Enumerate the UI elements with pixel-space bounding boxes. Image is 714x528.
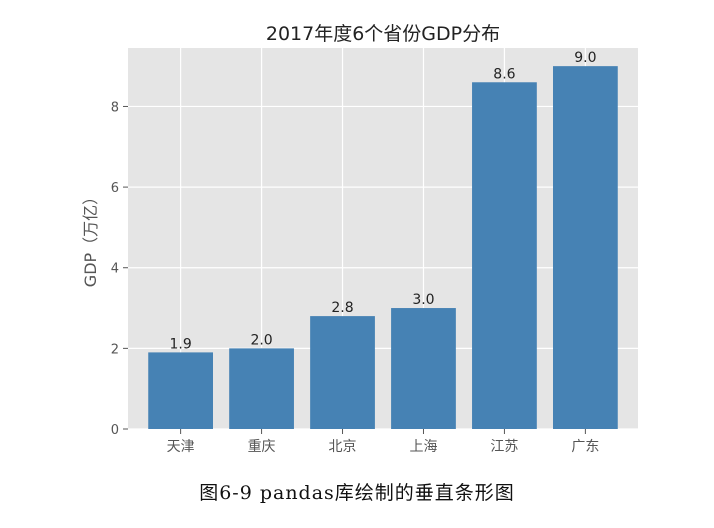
data-label: 8.6 bbox=[493, 66, 515, 82]
y-tick-label: 2 bbox=[111, 342, 119, 357]
bar-上海 bbox=[391, 308, 456, 429]
data-label: 1.9 bbox=[169, 336, 191, 352]
y-axis-ticks: 0 2 4 6 8 bbox=[111, 100, 128, 438]
y-tick-label: 4 bbox=[111, 262, 119, 277]
data-labels: 1.9 2.0 2.8 3.0 8.6 9.0 bbox=[169, 50, 596, 352]
data-label: 2.0 bbox=[250, 332, 272, 348]
x-tick-label: 江苏 bbox=[490, 439, 518, 455]
x-tick-label: 北京 bbox=[329, 439, 357, 455]
bar-广东 bbox=[553, 66, 618, 430]
bar-重庆 bbox=[229, 348, 294, 429]
y-tick-label: 0 bbox=[111, 423, 119, 438]
bar-北京 bbox=[310, 316, 375, 429]
bar-天津 bbox=[148, 352, 213, 429]
x-axis-ticks: 天津 重庆 北京 上海 江苏 广东 bbox=[167, 429, 599, 455]
x-tick-label: 上海 bbox=[409, 439, 437, 455]
x-tick-label: 广东 bbox=[571, 439, 599, 455]
y-tick-label: 6 bbox=[111, 181, 119, 196]
bar-江苏 bbox=[472, 82, 537, 430]
y-tick-label: 8 bbox=[111, 100, 119, 115]
data-label: 3.0 bbox=[412, 292, 434, 308]
bars bbox=[148, 66, 618, 430]
data-label: 9.0 bbox=[574, 50, 596, 66]
data-label: 2.8 bbox=[331, 300, 353, 316]
x-tick-label: 天津 bbox=[167, 439, 195, 455]
chart-title: 2017年度6个省份GDP分布 bbox=[266, 23, 500, 45]
x-tick-label: 重庆 bbox=[248, 439, 276, 455]
figure-caption: 图6-9 pandas库绘制的垂直条形图 bbox=[199, 482, 515, 504]
y-axis-label: GDP（万亿） bbox=[81, 189, 100, 287]
